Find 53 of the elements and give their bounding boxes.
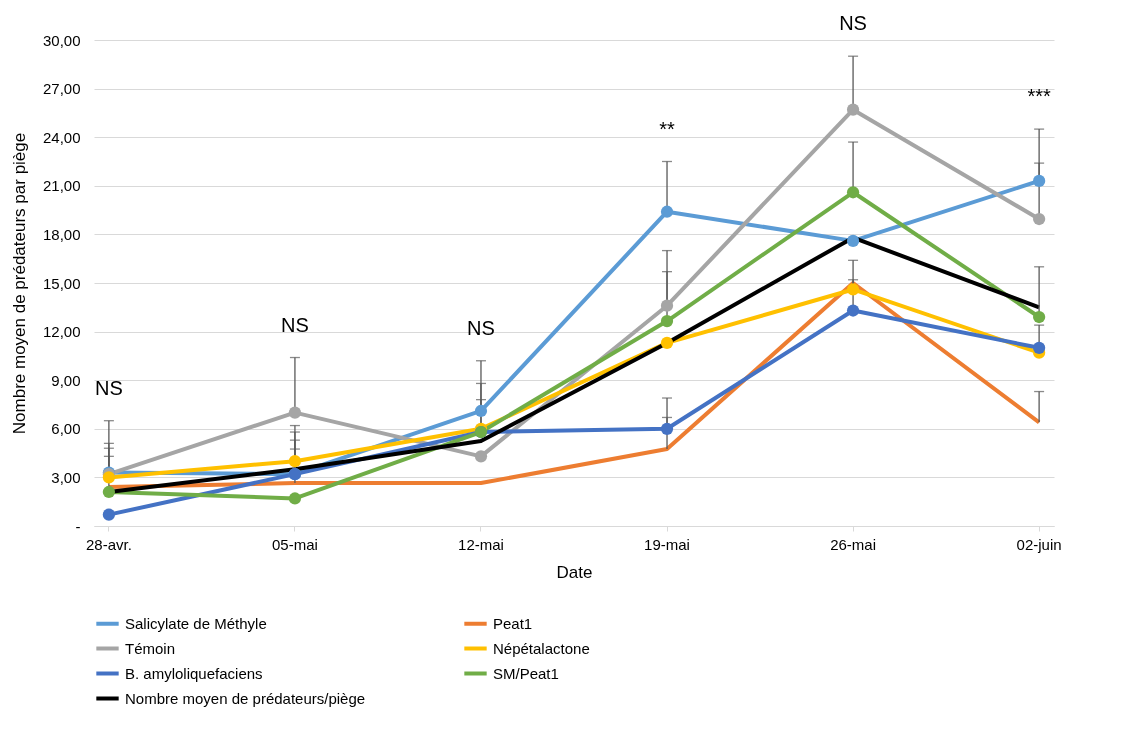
- y-tick-label: 18,00: [42, 225, 81, 243]
- x-tick-label: 19-mai: [644, 535, 690, 553]
- annotation: NS: [94, 376, 123, 399]
- legend-label: Salicylate de Méthyle: [125, 614, 267, 632]
- legend-label: Nombre moyen de prédateurs/piège: [125, 689, 366, 707]
- y-tick-label: 6,00: [51, 420, 81, 438]
- point: [474, 404, 488, 418]
- point: [102, 508, 116, 521]
- point: [660, 299, 674, 312]
- annotation: NS: [281, 313, 309, 336]
- point: [288, 492, 302, 505]
- legend-label: B. amyloliquefaciens: [125, 664, 263, 682]
- legend-label: Peat1: [493, 614, 533, 632]
- point: [660, 205, 674, 218]
- point: [846, 186, 860, 199]
- point: [660, 336, 674, 350]
- y-tick-label: 30,00: [42, 31, 81, 49]
- y-tick-label: 3,00: [51, 468, 81, 486]
- point: [846, 103, 860, 116]
- legend-label: Népétalactone: [493, 639, 590, 657]
- point: [102, 485, 116, 499]
- x-tick-label: 05-mai: [272, 535, 318, 553]
- point: [660, 314, 674, 328]
- y-tick-label: 24,00: [42, 128, 81, 146]
- y-tick-label: -: [75, 517, 81, 535]
- text: NS: [839, 12, 867, 35]
- point: [1032, 310, 1046, 324]
- point: [846, 234, 860, 247]
- point: [1032, 174, 1046, 188]
- point: [288, 455, 302, 468]
- annotation: NS: [467, 316, 495, 339]
- y-tick-label: 21,00: [42, 177, 81, 195]
- point: [1032, 341, 1046, 354]
- point: [288, 406, 302, 419]
- annotation: ***: [1027, 85, 1051, 108]
- y-tick-label: 15,00: [42, 274, 81, 292]
- point: [846, 283, 860, 296]
- x-tick-label: 12-mai: [458, 535, 504, 553]
- point: [846, 304, 860, 317]
- y-tick-label: 12,00: [42, 323, 81, 341]
- point: [474, 450, 488, 463]
- point: [660, 422, 674, 435]
- point: [1032, 212, 1046, 226]
- y-tick-label: 27,00: [42, 80, 81, 98]
- x-tick-label: 02-juin: [1016, 535, 1062, 553]
- y-axis-title: Nombre moyen de prédateurs par piège: [9, 132, 29, 435]
- legend-label: SM/Peat1: [493, 664, 559, 682]
- annotation: **: [659, 117, 676, 140]
- x-axis-title: Date: [556, 562, 593, 582]
- legend-label: Témoin: [125, 639, 176, 657]
- y-tick-label: 9,00: [51, 371, 81, 389]
- x-tick-label: 26-mai: [830, 535, 876, 553]
- x-tick-label: 28-avr.: [85, 535, 132, 553]
